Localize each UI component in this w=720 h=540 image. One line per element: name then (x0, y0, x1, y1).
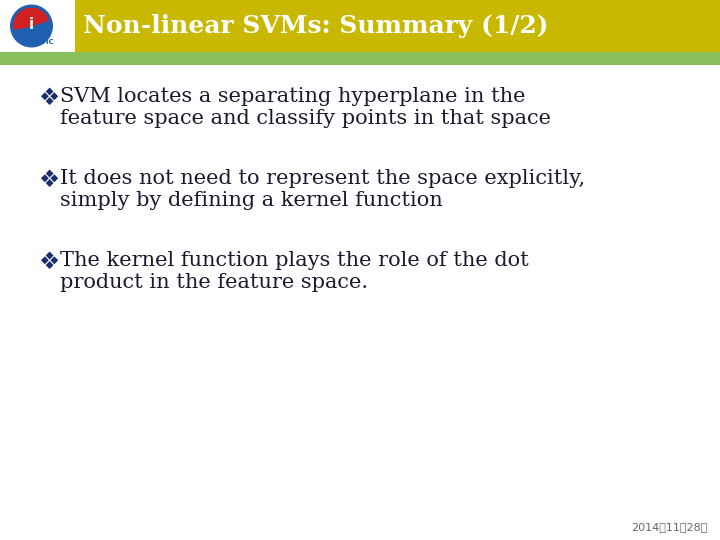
Text: 2014年11月28日: 2014年11月28日 (631, 522, 708, 532)
Bar (0, 52, 720, 65)
Text: simply by defining a kernel function: simply by defining a kernel function (60, 191, 443, 210)
Text: It does not need to represent the space explicitly,: It does not need to represent the space … (60, 169, 585, 188)
Bar (0, 0, 75, 52)
Text: ❖: ❖ (38, 168, 59, 192)
Text: The kernel function plays the role of the dot: The kernel function plays the role of th… (60, 251, 528, 270)
Text: ❖: ❖ (38, 86, 59, 110)
Wedge shape (14, 8, 48, 29)
Bar (0, 0, 720, 52)
Text: product in the feature space.: product in the feature space. (60, 273, 368, 292)
Text: i: i (29, 17, 34, 32)
Text: Non-linear SVMs: Summary (1/2): Non-linear SVMs: Summary (1/2) (83, 14, 549, 38)
Circle shape (11, 5, 53, 47)
Text: ❖: ❖ (38, 250, 59, 274)
Text: feature space and classify points in that space: feature space and classify points in tha… (60, 109, 551, 128)
Text: SVM locates a separating hyperplane in the: SVM locates a separating hyperplane in t… (60, 87, 526, 106)
Text: STIC: STIC (36, 38, 54, 45)
